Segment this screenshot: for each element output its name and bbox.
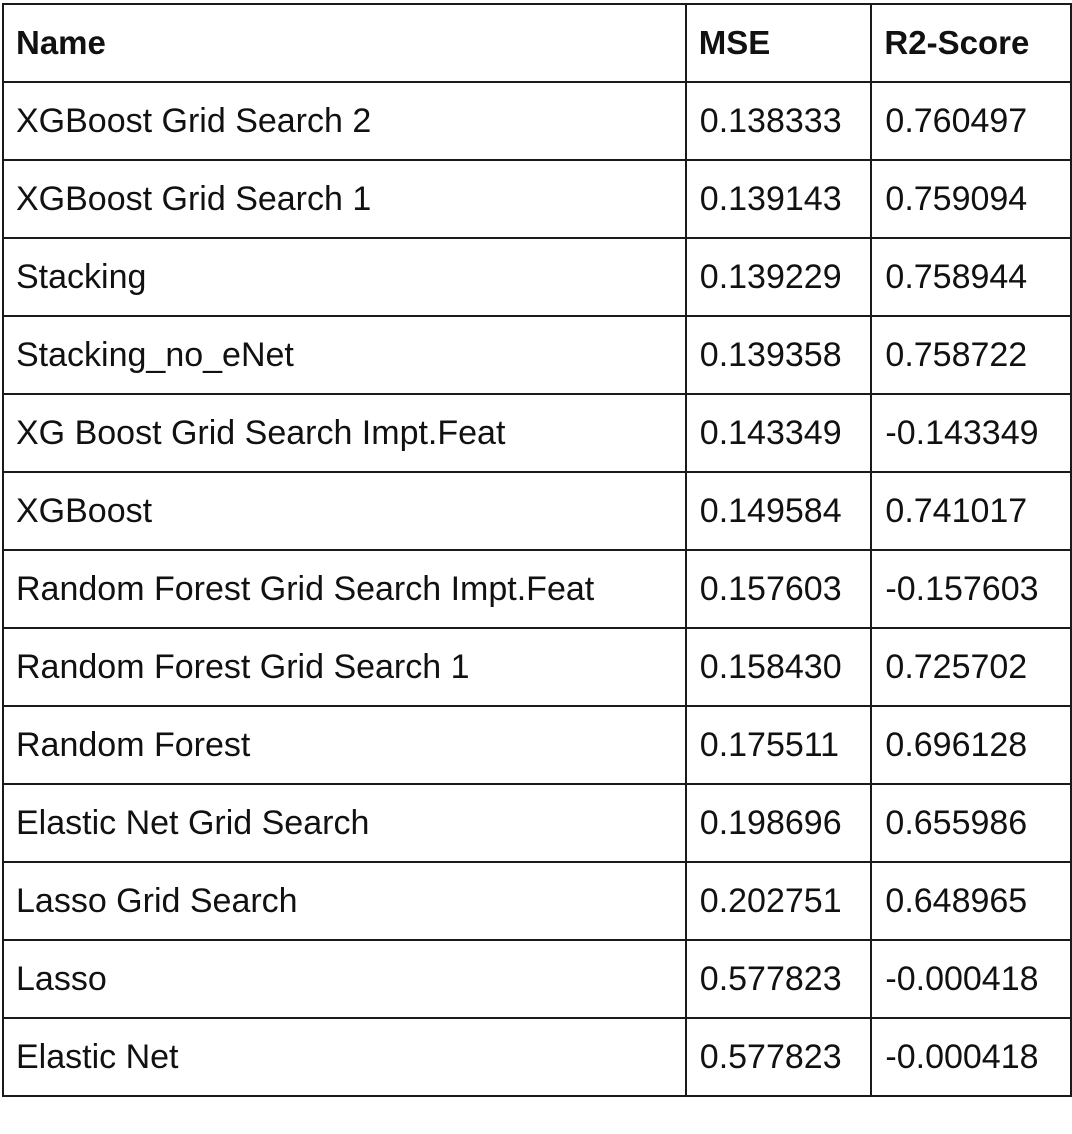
mse-cell: 0.143349 (684, 393, 873, 473)
table-row: XG Boost Grid Search Impt.Feat 0.143349 … (2, 393, 1072, 473)
header-row: Name MSE R2-Score (2, 3, 1072, 83)
model-name-cell: Lasso Grid Search (2, 861, 687, 941)
table-row: Lasso 0.577823 -0.000418 (2, 939, 1072, 1019)
table-row: Stacking_no_eNet 0.139358 0.758722 (2, 315, 1072, 395)
results-table: Name MSE R2-Score XGBoost Grid Search 2 … (2, 3, 1072, 1097)
column-header-mse: MSE (684, 3, 873, 83)
table-row: XGBoost Grid Search 2 0.138333 0.760497 (2, 81, 1072, 161)
r2-score-cell: 0.760497 (870, 81, 1072, 161)
model-name-cell: Random Forest (2, 705, 687, 785)
table-row: Stacking 0.139229 0.758944 (2, 237, 1072, 317)
table-row: XGBoost 0.149584 0.741017 (2, 471, 1072, 551)
mse-cell: 0.139229 (684, 237, 873, 317)
mse-cell: 0.202751 (684, 861, 873, 941)
model-name-cell: Random Forest Grid Search 1 (2, 627, 687, 707)
r2-score-cell: -0.157603 (870, 549, 1072, 629)
model-name-cell: XGBoost (2, 471, 687, 551)
table-row: Random Forest Grid Search 1 0.158430 0.7… (2, 627, 1072, 707)
model-name-cell: XG Boost Grid Search Impt.Feat (2, 393, 687, 473)
mse-cell: 0.149584 (684, 471, 873, 551)
r2-score-cell: -0.143349 (870, 393, 1072, 473)
table-row: Lasso Grid Search 0.202751 0.648965 (2, 861, 1072, 941)
r2-score-cell: 0.758944 (870, 237, 1072, 317)
r2-score-cell: 0.696128 (870, 705, 1072, 785)
model-name-cell: Elastic Net Grid Search (2, 783, 687, 863)
mse-cell: 0.577823 (684, 939, 873, 1019)
r2-score-cell: 0.648965 (870, 861, 1072, 941)
mse-cell: 0.138333 (684, 81, 873, 161)
mse-cell: 0.157603 (684, 549, 873, 629)
r2-score-cell: 0.725702 (870, 627, 1072, 707)
table-row: XGBoost Grid Search 1 0.139143 0.759094 (2, 159, 1072, 239)
mse-cell: 0.175511 (684, 705, 873, 785)
table-row: Elastic Net Grid Search 0.198696 0.65598… (2, 783, 1072, 863)
model-name-cell: Stacking (2, 237, 687, 317)
mse-cell: 0.198696 (684, 783, 873, 863)
r2-score-cell: 0.741017 (870, 471, 1072, 551)
r2-score-cell: 0.759094 (870, 159, 1072, 239)
table-row: Random Forest 0.175511 0.696128 (2, 705, 1072, 785)
model-name-cell: Random Forest Grid Search Impt.Feat (2, 549, 687, 629)
r2-score-cell: 0.655986 (870, 783, 1072, 863)
mse-cell: 0.139358 (684, 315, 873, 395)
model-name-cell: Stacking_no_eNet (2, 315, 687, 395)
mse-cell: 0.158430 (684, 627, 873, 707)
r2-score-cell: -0.000418 (870, 939, 1072, 1019)
column-header-name: Name (2, 3, 687, 83)
table-row: Elastic Net 0.577823 -0.000418 (2, 1017, 1072, 1097)
mse-cell: 0.139143 (684, 159, 873, 239)
model-name-cell: XGBoost Grid Search 1 (2, 159, 687, 239)
mse-cell: 0.577823 (684, 1017, 873, 1097)
r2-score-cell: -0.000418 (870, 1017, 1072, 1097)
model-name-cell: Elastic Net (2, 1017, 687, 1097)
column-header-r2-score: R2-Score (870, 3, 1072, 83)
r2-score-cell: 0.758722 (870, 315, 1072, 395)
model-name-cell: XGBoost Grid Search 2 (2, 81, 687, 161)
model-name-cell: Lasso (2, 939, 687, 1019)
table-row: Random Forest Grid Search Impt.Feat 0.15… (2, 549, 1072, 629)
